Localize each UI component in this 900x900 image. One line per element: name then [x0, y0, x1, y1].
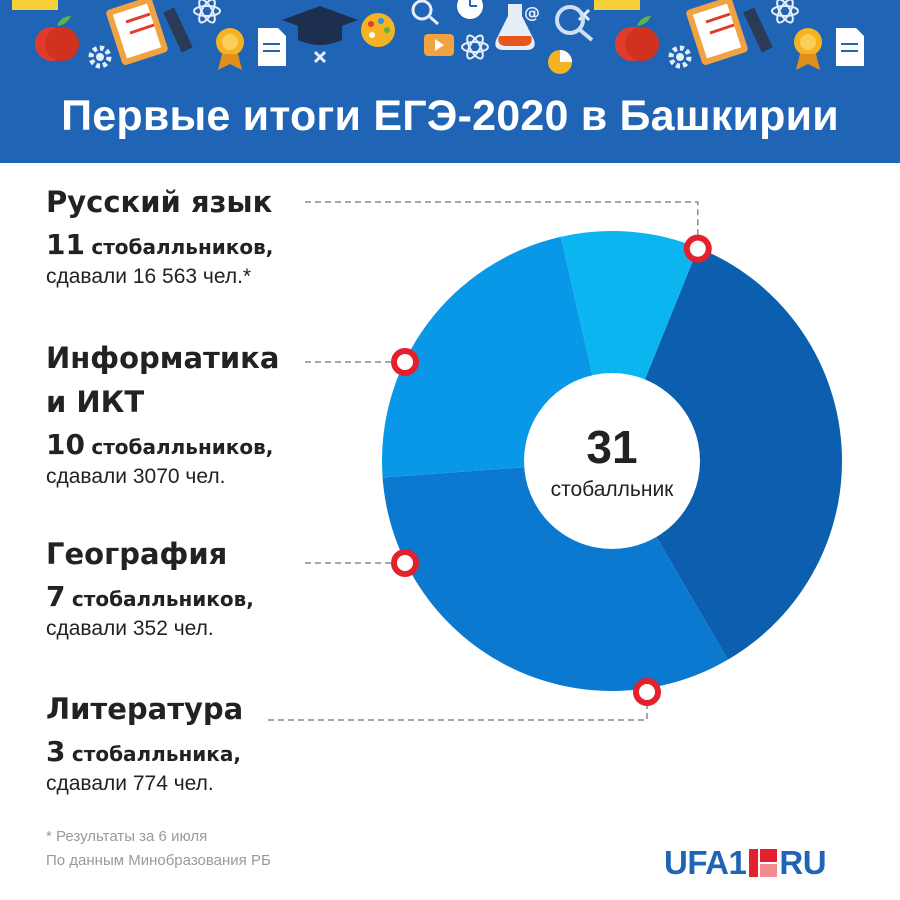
pencil-icon: [743, 7, 773, 53]
at-icon: @: [524, 3, 540, 22]
clipboard-icon: [686, 0, 748, 65]
clock-icon: [457, 0, 483, 19]
subject-participants: сдавали 16 563 чел.*: [46, 265, 252, 288]
subject-informatics: Информатика и ИКТ 10 стобалльников, сдав…: [46, 336, 279, 492]
atom-icon: [461, 34, 489, 60]
subject-name: Русский язык: [46, 185, 273, 219]
header-banner: @ Первые итоги ЕГЭ-2020 в Башкирии: [0, 0, 900, 163]
document-icon: [836, 28, 864, 66]
ruler-icon: [12, 0, 58, 10]
logo-flag-icon: [749, 849, 778, 877]
pencil-icon: [163, 7, 193, 53]
donut-slice-4: [560, 230, 699, 461]
subject-name-line2: и ИКТ: [46, 385, 145, 419]
slice-marker-3: [391, 549, 419, 577]
subject-count: 3 стобалльника,: [46, 737, 243, 769]
clipboard-icon: [106, 0, 168, 65]
gear-icon: [88, 45, 112, 69]
atom-icon: [771, 0, 799, 24]
donut-slice-1: [612, 247, 842, 660]
gear-icon: [668, 45, 692, 69]
subject-name: Литература: [46, 692, 244, 726]
center-label: стобалльник: [551, 478, 675, 501]
logo-text-right: RU: [779, 844, 827, 881]
count-word: стобалльника,: [71, 742, 241, 766]
leader-line-1: [305, 201, 699, 249]
footnote: * Результаты за 6 июля По данным Минобра…: [46, 825, 271, 873]
palette-icon: [361, 13, 395, 47]
apple-icon: [615, 16, 659, 61]
page-title: Первые итоги ЕГЭ-2020 в Башкирии: [61, 92, 839, 140]
close-icon: [313, 50, 327, 64]
footnote-source: По данным Минобразования РБ: [46, 852, 271, 869]
magnifier-icon: [411, 0, 439, 26]
school-icons-decoration: @: [12, 0, 864, 74]
count-value: 3: [46, 735, 66, 768]
graduation-cap-icon: [282, 6, 358, 45]
ruler-icon: [594, 0, 640, 10]
count-word: стобалльников,: [91, 235, 274, 259]
subject-count: 11 стобалльников,: [46, 230, 273, 262]
count-value: 7: [46, 580, 66, 613]
apple-icon: [35, 16, 79, 61]
subject-name-line1: Информатика: [46, 341, 280, 375]
flask-icon: [495, 4, 535, 50]
count-word: стобалльников,: [91, 435, 274, 459]
logo-text-left: UFA1: [664, 844, 747, 881]
leader-line-4: [268, 692, 648, 721]
medal-icon: [794, 28, 822, 70]
subject-name: География: [46, 537, 228, 571]
slice-marker-1: [683, 234, 712, 263]
subject-participants: сдавали 3070 чел.: [46, 465, 226, 488]
subject-literature: Литература 3 стобалльника, сдавали 774 ч…: [46, 687, 243, 799]
subject-geography: География 7 стобалльников, сдавали 352 ч…: [46, 532, 254, 644]
medal-icon: [216, 28, 244, 70]
footnote-results-date: * Результаты за 6 июля: [46, 828, 208, 845]
count-value: 10: [46, 428, 85, 461]
center-value: 31: [586, 421, 637, 473]
subject-participants: сдавали 352 чел.: [46, 617, 214, 640]
ufa1-logo: UFA1 RU: [664, 843, 827, 883]
video-icon: [424, 34, 454, 56]
pie-chart-icon: [548, 50, 572, 74]
subject-participants: сдавали 774 чел.: [46, 772, 214, 795]
donut-hole: [524, 373, 700, 549]
count-word: стобалльников,: [71, 587, 254, 611]
svg-text:@: @: [524, 3, 540, 22]
magnifier-icon: [555, 5, 594, 42]
slice-marker-2: [391, 348, 419, 376]
count-value: 11: [46, 228, 85, 261]
atom-icon: [193, 0, 221, 24]
document-icon: [258, 28, 286, 66]
subject-count: 7 стобалльников,: [46, 582, 254, 614]
subject-count: 10 стобалльников,: [46, 430, 279, 462]
subject-russian: Русский язык 11 стобалльников, сдавали 1…: [46, 180, 273, 292]
slice-marker-4: [633, 678, 661, 706]
